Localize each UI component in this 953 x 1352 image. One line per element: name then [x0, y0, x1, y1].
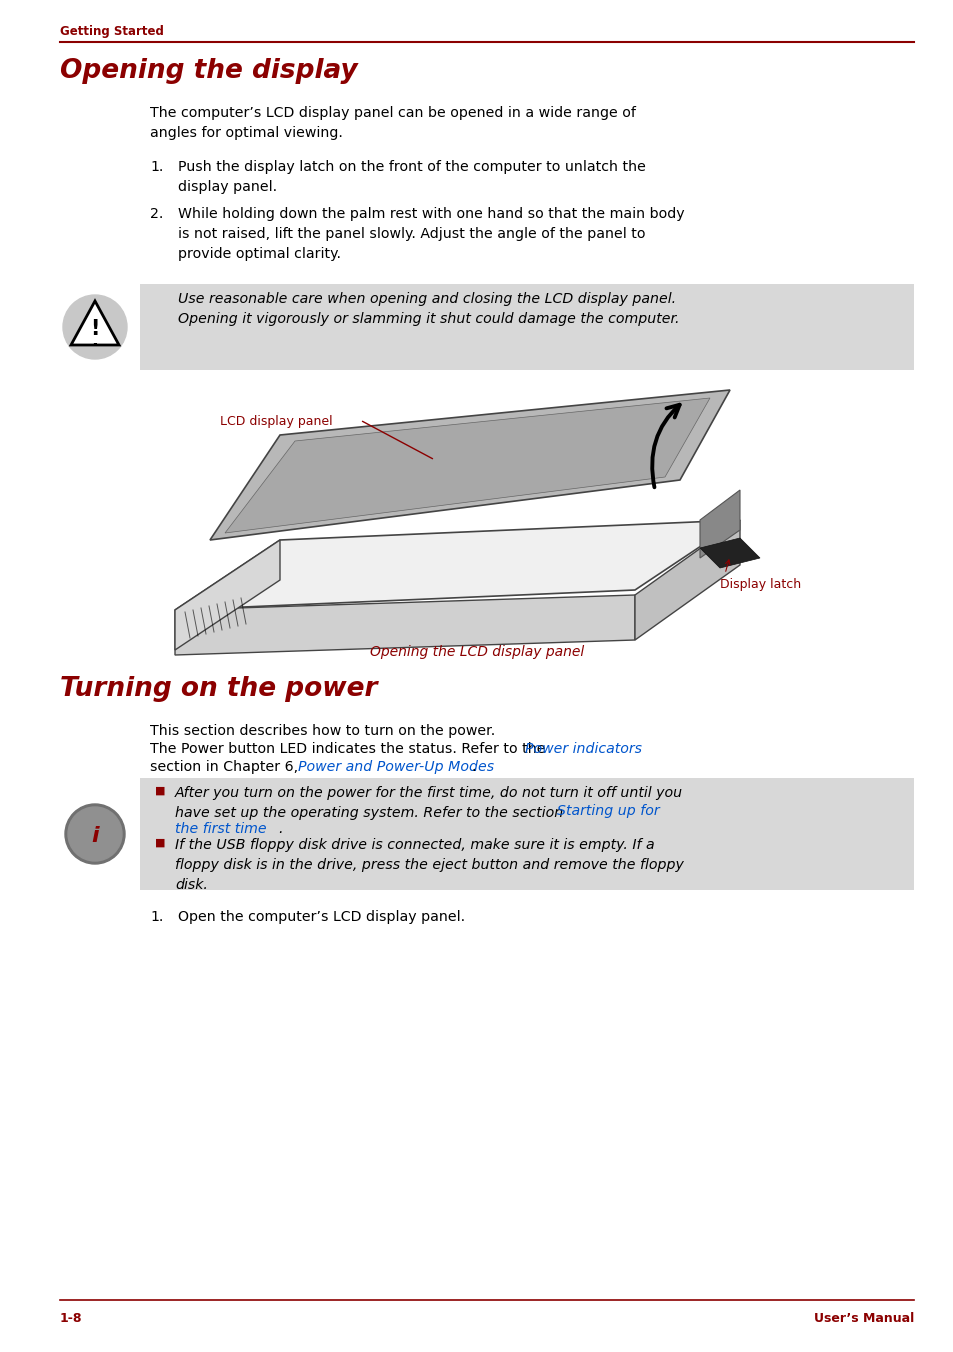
- Text: Power and Power-Up Modes: Power and Power-Up Modes: [297, 760, 494, 773]
- Text: If the USB floppy disk drive is connected, make sure it is empty. If a
floppy di: If the USB floppy disk drive is connecte…: [174, 838, 683, 892]
- Text: ■: ■: [154, 838, 165, 848]
- Text: ■: ■: [154, 786, 165, 796]
- Text: Getting Started: Getting Started: [60, 24, 164, 38]
- Circle shape: [68, 807, 122, 861]
- Text: Display latch: Display latch: [720, 579, 801, 591]
- Text: Use reasonable care when opening and closing the LCD display panel.
Opening it v: Use reasonable care when opening and clo…: [178, 292, 679, 326]
- Text: The computer’s LCD display panel can be opened in a wide range of
angles for opt: The computer’s LCD display panel can be …: [150, 105, 636, 141]
- Polygon shape: [210, 389, 729, 539]
- Text: Opening the display: Opening the display: [60, 58, 357, 84]
- Polygon shape: [174, 539, 280, 650]
- Text: Opening the LCD display panel: Opening the LCD display panel: [370, 645, 583, 658]
- Text: This section describes how to turn on the power.: This section describes how to turn on th…: [150, 725, 495, 738]
- Polygon shape: [174, 595, 635, 654]
- Text: After you turn on the power for the first time, do not turn it off until you
hav: After you turn on the power for the firs…: [174, 786, 682, 821]
- FancyBboxPatch shape: [140, 284, 913, 370]
- Circle shape: [65, 804, 125, 864]
- Circle shape: [63, 295, 127, 360]
- Text: 1.: 1.: [150, 160, 163, 174]
- FancyBboxPatch shape: [140, 777, 913, 890]
- Text: User’s Manual: User’s Manual: [813, 1311, 913, 1325]
- Text: The Power button LED indicates the status. Refer to the: The Power button LED indicates the statu…: [150, 742, 550, 756]
- Polygon shape: [225, 397, 709, 533]
- Text: 2.: 2.: [150, 207, 163, 220]
- Text: !: !: [91, 319, 99, 339]
- Text: LCD display panel: LCD display panel: [220, 415, 333, 429]
- Text: Power indicators: Power indicators: [524, 742, 641, 756]
- Polygon shape: [174, 521, 740, 610]
- Text: 1.: 1.: [150, 910, 163, 923]
- Text: i: i: [91, 826, 99, 846]
- Text: .: .: [91, 333, 98, 350]
- Polygon shape: [700, 538, 760, 568]
- Polygon shape: [700, 489, 740, 558]
- Text: 1-8: 1-8: [60, 1311, 82, 1325]
- Text: the first time: the first time: [174, 822, 266, 836]
- Text: Push the display latch on the front of the computer to unlatch the
display panel: Push the display latch on the front of t…: [178, 160, 645, 195]
- Text: section in Chapter 6,: section in Chapter 6,: [150, 760, 302, 773]
- Text: Open the computer’s LCD display panel.: Open the computer’s LCD display panel.: [178, 910, 465, 923]
- Text: Starting up for: Starting up for: [557, 804, 659, 818]
- Text: While holding down the palm rest with one hand so that the main body
is not rais: While holding down the palm rest with on…: [178, 207, 684, 261]
- Text: .: .: [472, 760, 476, 773]
- Polygon shape: [71, 301, 119, 345]
- Text: .: .: [277, 822, 282, 836]
- Text: Turning on the power: Turning on the power: [60, 676, 377, 702]
- Polygon shape: [635, 521, 740, 639]
